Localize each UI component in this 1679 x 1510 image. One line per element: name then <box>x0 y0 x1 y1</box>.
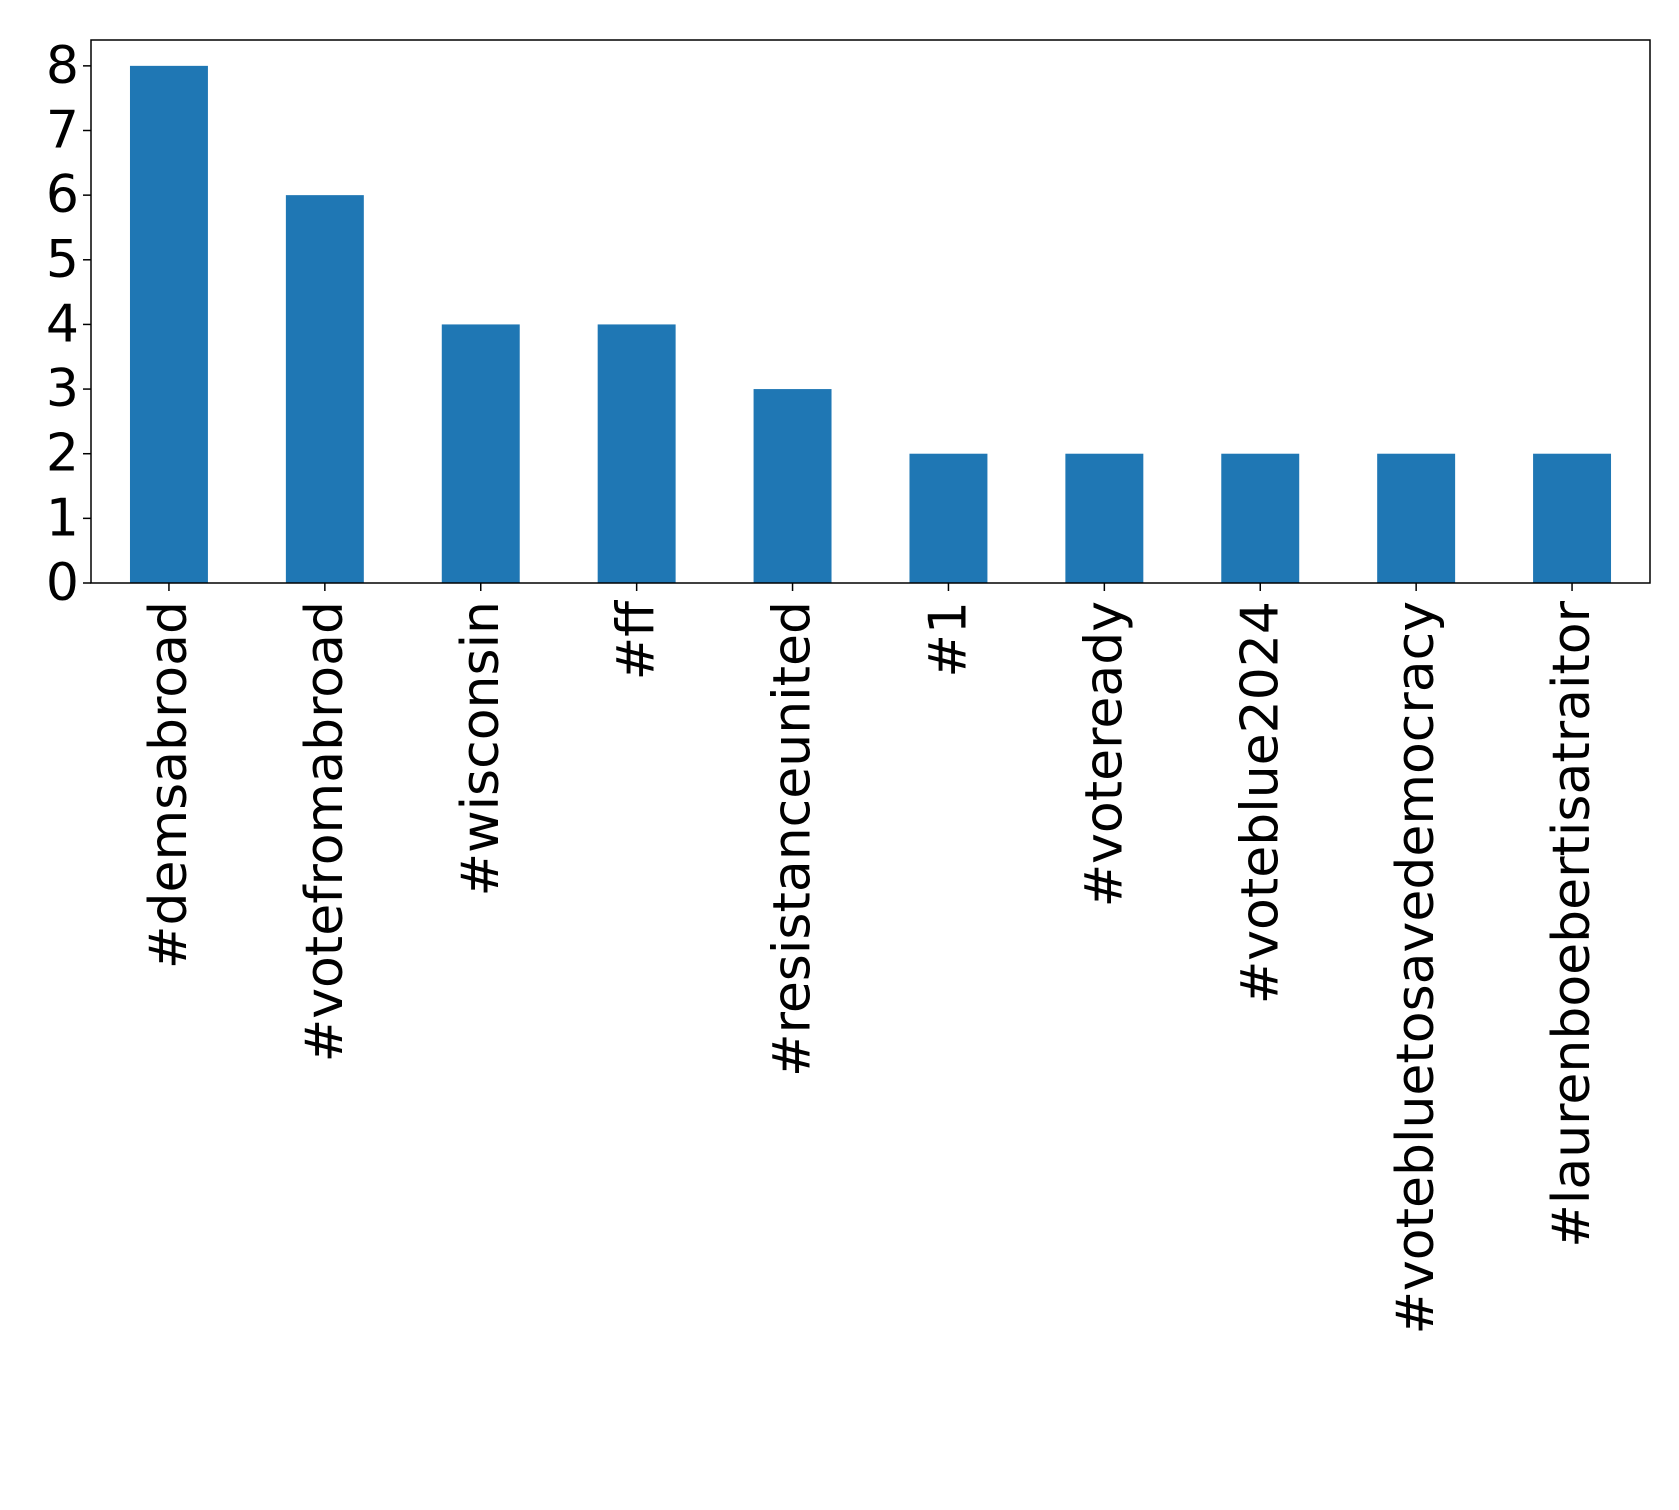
y-tick-label-6: 6 <box>46 165 79 225</box>
bar-7 <box>1221 453 1300 583</box>
plot-frame <box>90 39 1651 584</box>
x-tick-label-9: #laurenboebertisatraitor <box>1542 600 1602 1247</box>
x-axis: #demsabroad #votefromabroad #wisconsin #ff #… <box>139 583 1602 1335</box>
x-tick-label-7: #voteblue2024 <box>1230 601 1290 1004</box>
x-tick-label-2: #wisconsin <box>451 601 511 897</box>
y-tick-label-2: 2 <box>46 424 79 484</box>
y-tick-label-1: 1 <box>46 488 79 548</box>
bar-3 <box>597 324 676 583</box>
bars-group <box>129 65 1612 584</box>
bar-1 <box>285 195 364 583</box>
y-tick-label-5: 5 <box>46 230 79 290</box>
x-tick-label-8: #votebluetosavedemocracy <box>1386 601 1446 1335</box>
bar-6 <box>1065 453 1144 583</box>
y-tick-label-7: 7 <box>46 101 79 161</box>
x-tick-label-0: #demsabroad <box>139 601 199 969</box>
y-tick-label-4: 4 <box>46 294 79 354</box>
x-tick-label-5: #1 <box>918 601 978 678</box>
y-tick-label-0: 0 <box>46 553 79 613</box>
bar-4 <box>753 389 832 583</box>
bar-5 <box>909 453 988 583</box>
y-tick-label-8: 8 <box>46 36 79 96</box>
x-tick-label-6: #voteready <box>1074 601 1134 907</box>
bar-2 <box>441 324 520 583</box>
x-tick-label-4: #resistanceunited <box>763 601 823 1077</box>
bar-8 <box>1377 453 1456 583</box>
x-tick-label-3: #ff <box>607 600 667 681</box>
y-tick-label-3: 3 <box>46 359 79 419</box>
x-tick-label-1: #votefromabroad <box>295 601 355 1062</box>
bar-9 <box>1533 453 1612 583</box>
bar-0 <box>129 65 208 584</box>
